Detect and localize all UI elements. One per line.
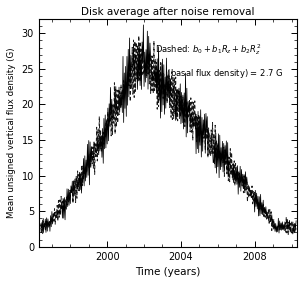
X-axis label: Time (years): Time (years) — [135, 267, 201, 277]
Text: $b_0$ (basal flux density) = 2.7 G: $b_0$ (basal flux density) = 2.7 G — [155, 67, 283, 80]
Y-axis label: Mean unsigned vertical flux density (G): Mean unsigned vertical flux density (G) — [7, 48, 16, 218]
Title: Disk average after noise removal: Disk average after noise removal — [81, 7, 255, 17]
Text: Dashed: $b_0 + b_1 R_z + b_2 R_z^2$: Dashed: $b_0 + b_1 R_z + b_2 R_z^2$ — [155, 42, 261, 57]
